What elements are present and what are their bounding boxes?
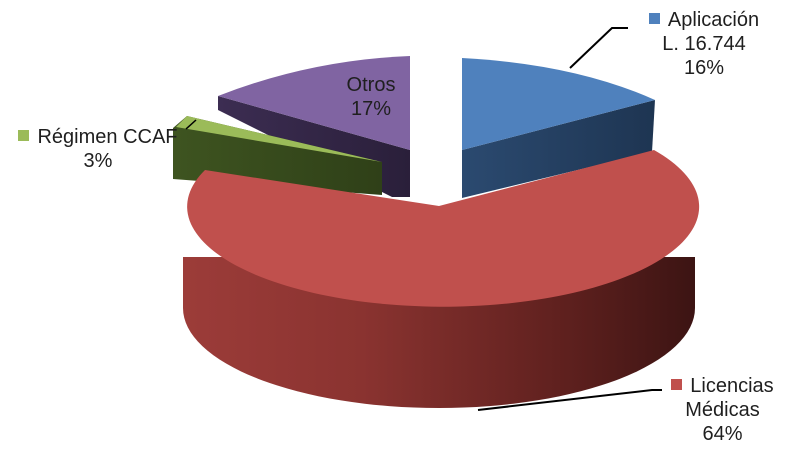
slice-otros-top xyxy=(218,56,410,150)
data-label-otros: Otros 17% xyxy=(338,73,404,121)
label-aplicacion-line1: Aplicación xyxy=(667,9,760,31)
slice-licencias xyxy=(183,150,700,408)
label-licencias-percent: 64% xyxy=(702,423,743,445)
legend-swatch-regimen xyxy=(18,130,30,141)
label-regimen-line1: Régimen CCAF xyxy=(37,126,178,148)
label-otros-line1: Otros xyxy=(346,74,396,96)
leader-line-aplicacion xyxy=(569,27,628,69)
label-otros-percent: 17% xyxy=(350,98,392,120)
slice-aplicacion xyxy=(462,58,655,198)
leader-line-licencias xyxy=(477,389,662,411)
label-aplicacion-percent: 16% xyxy=(683,57,725,79)
slice-aplicacion-side xyxy=(462,100,655,198)
slice-licencias-top xyxy=(187,150,700,307)
slice-licencias-side xyxy=(183,257,695,408)
label-licencias-line1: Licencias xyxy=(690,375,774,397)
data-label-regimen: Régimen CCAF 3% xyxy=(8,125,188,173)
slice-regimen-top xyxy=(176,116,382,162)
label-regimen-percent: 3% xyxy=(83,150,113,172)
leader-line-regimen xyxy=(185,119,197,130)
data-label-aplicacion: Aplicación L. 16.744 16% xyxy=(626,8,782,80)
slice-aplicacion-top xyxy=(462,58,655,150)
label-aplicacion-line2: L. 16.744 xyxy=(662,33,746,55)
legend-swatch-aplicacion xyxy=(648,13,660,24)
data-label-licencias: Licencias Médicas 64% xyxy=(655,374,790,446)
legend-swatch-licencias xyxy=(671,379,683,390)
label-licencias-line2: Médicas xyxy=(685,399,760,421)
